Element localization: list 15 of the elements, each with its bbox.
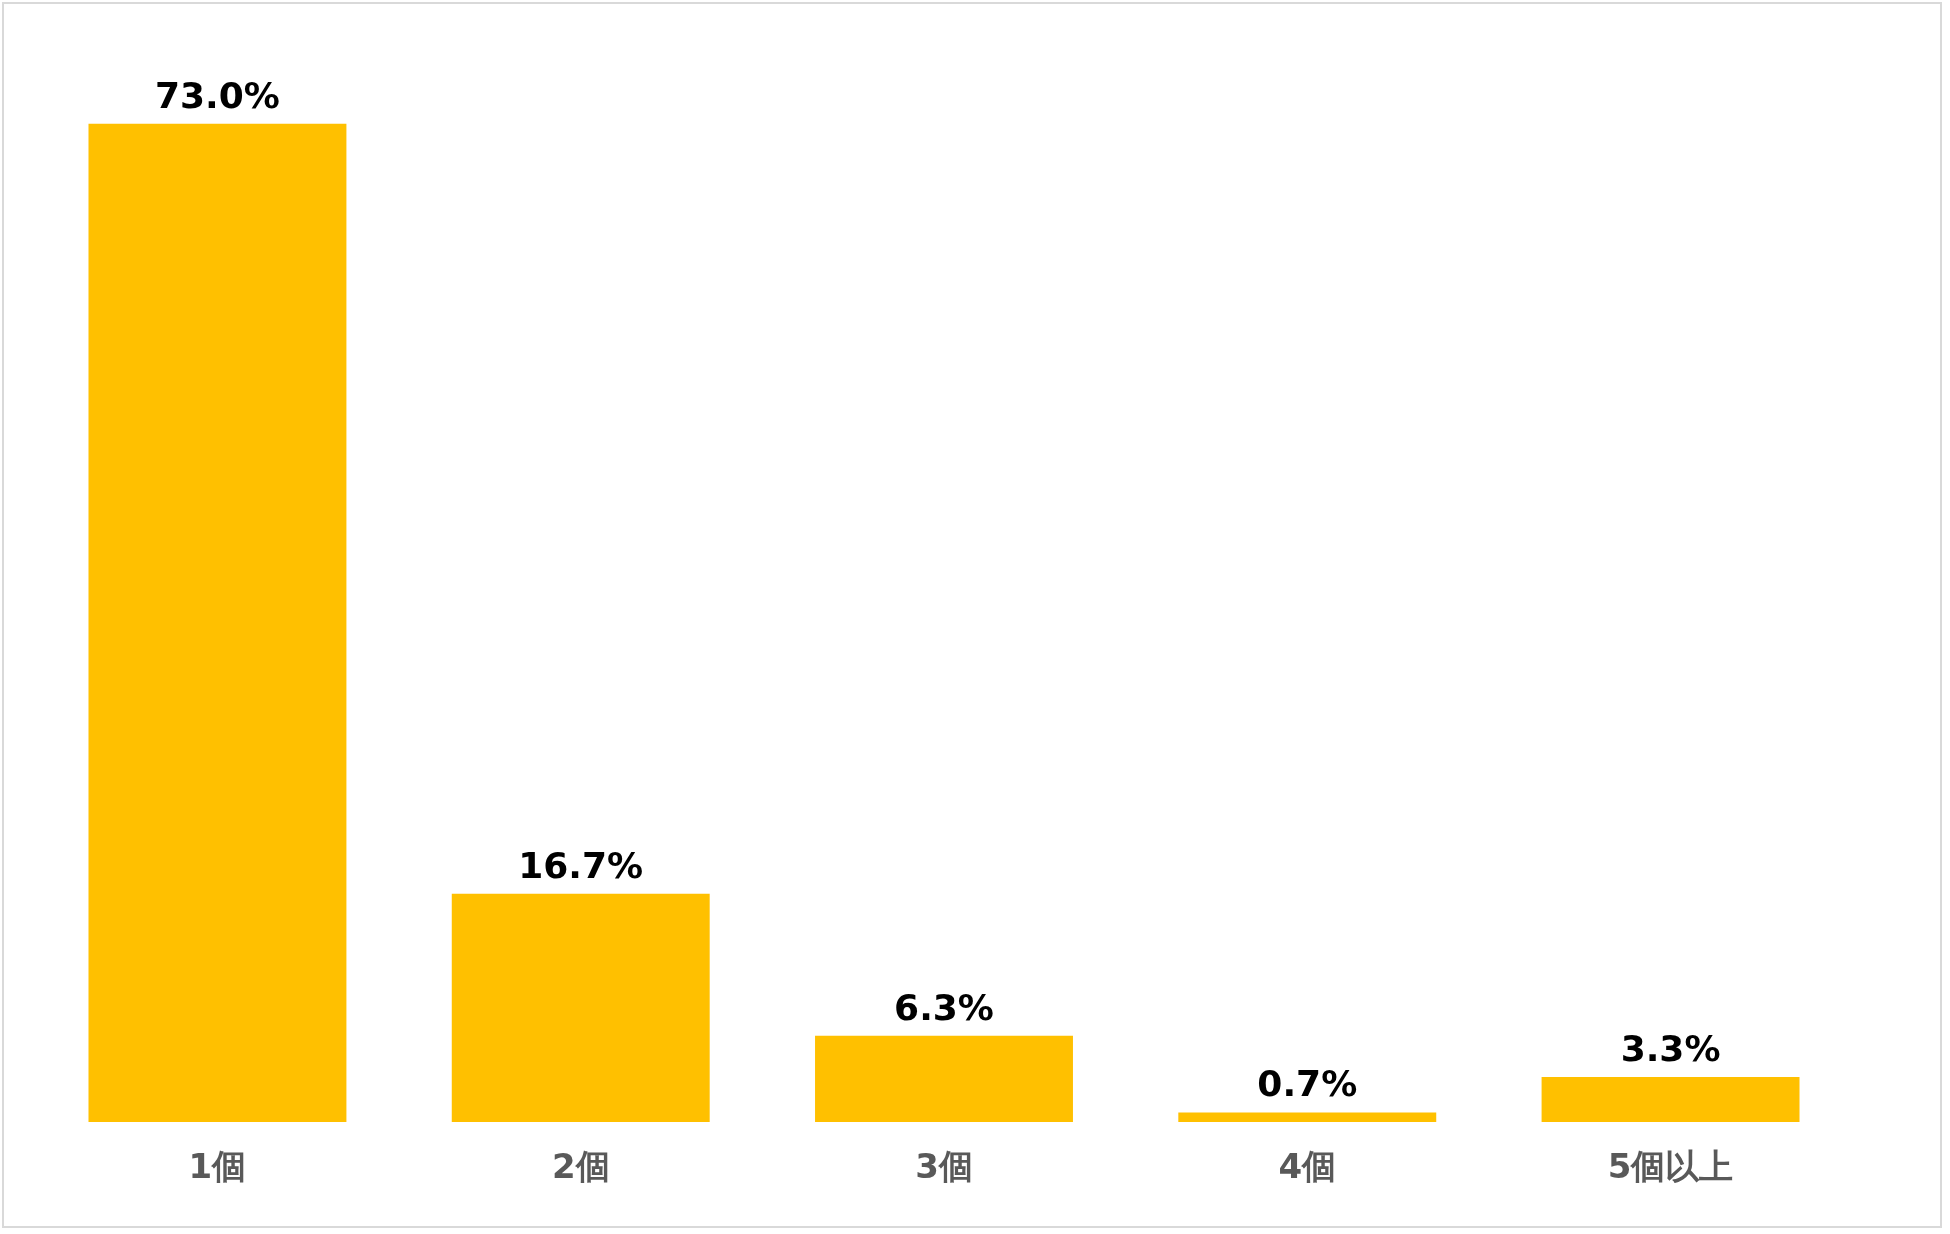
bar [1541, 1076, 1800, 1122]
data-label: 6.3% [894, 986, 994, 1028]
x-tick-label: 2個 [551, 1145, 610, 1186]
data-label: 3.3% [1620, 1027, 1721, 1069]
bar [1178, 1112, 1437, 1122]
x-tick-label: 1個 [188, 1145, 247, 1186]
data-label: 16.7% [518, 844, 644, 886]
x-tick-label: 4個 [1278, 1145, 1337, 1186]
x-tick-label: 3個 [915, 1145, 973, 1186]
bar [88, 123, 347, 1122]
data-label: 0.7% [1257, 1063, 1358, 1105]
data-label: 73.0% [155, 74, 280, 116]
bar [451, 893, 710, 1122]
bar [815, 1035, 1073, 1122]
x-tick-label: 5個以上 [1607, 1145, 1734, 1186]
